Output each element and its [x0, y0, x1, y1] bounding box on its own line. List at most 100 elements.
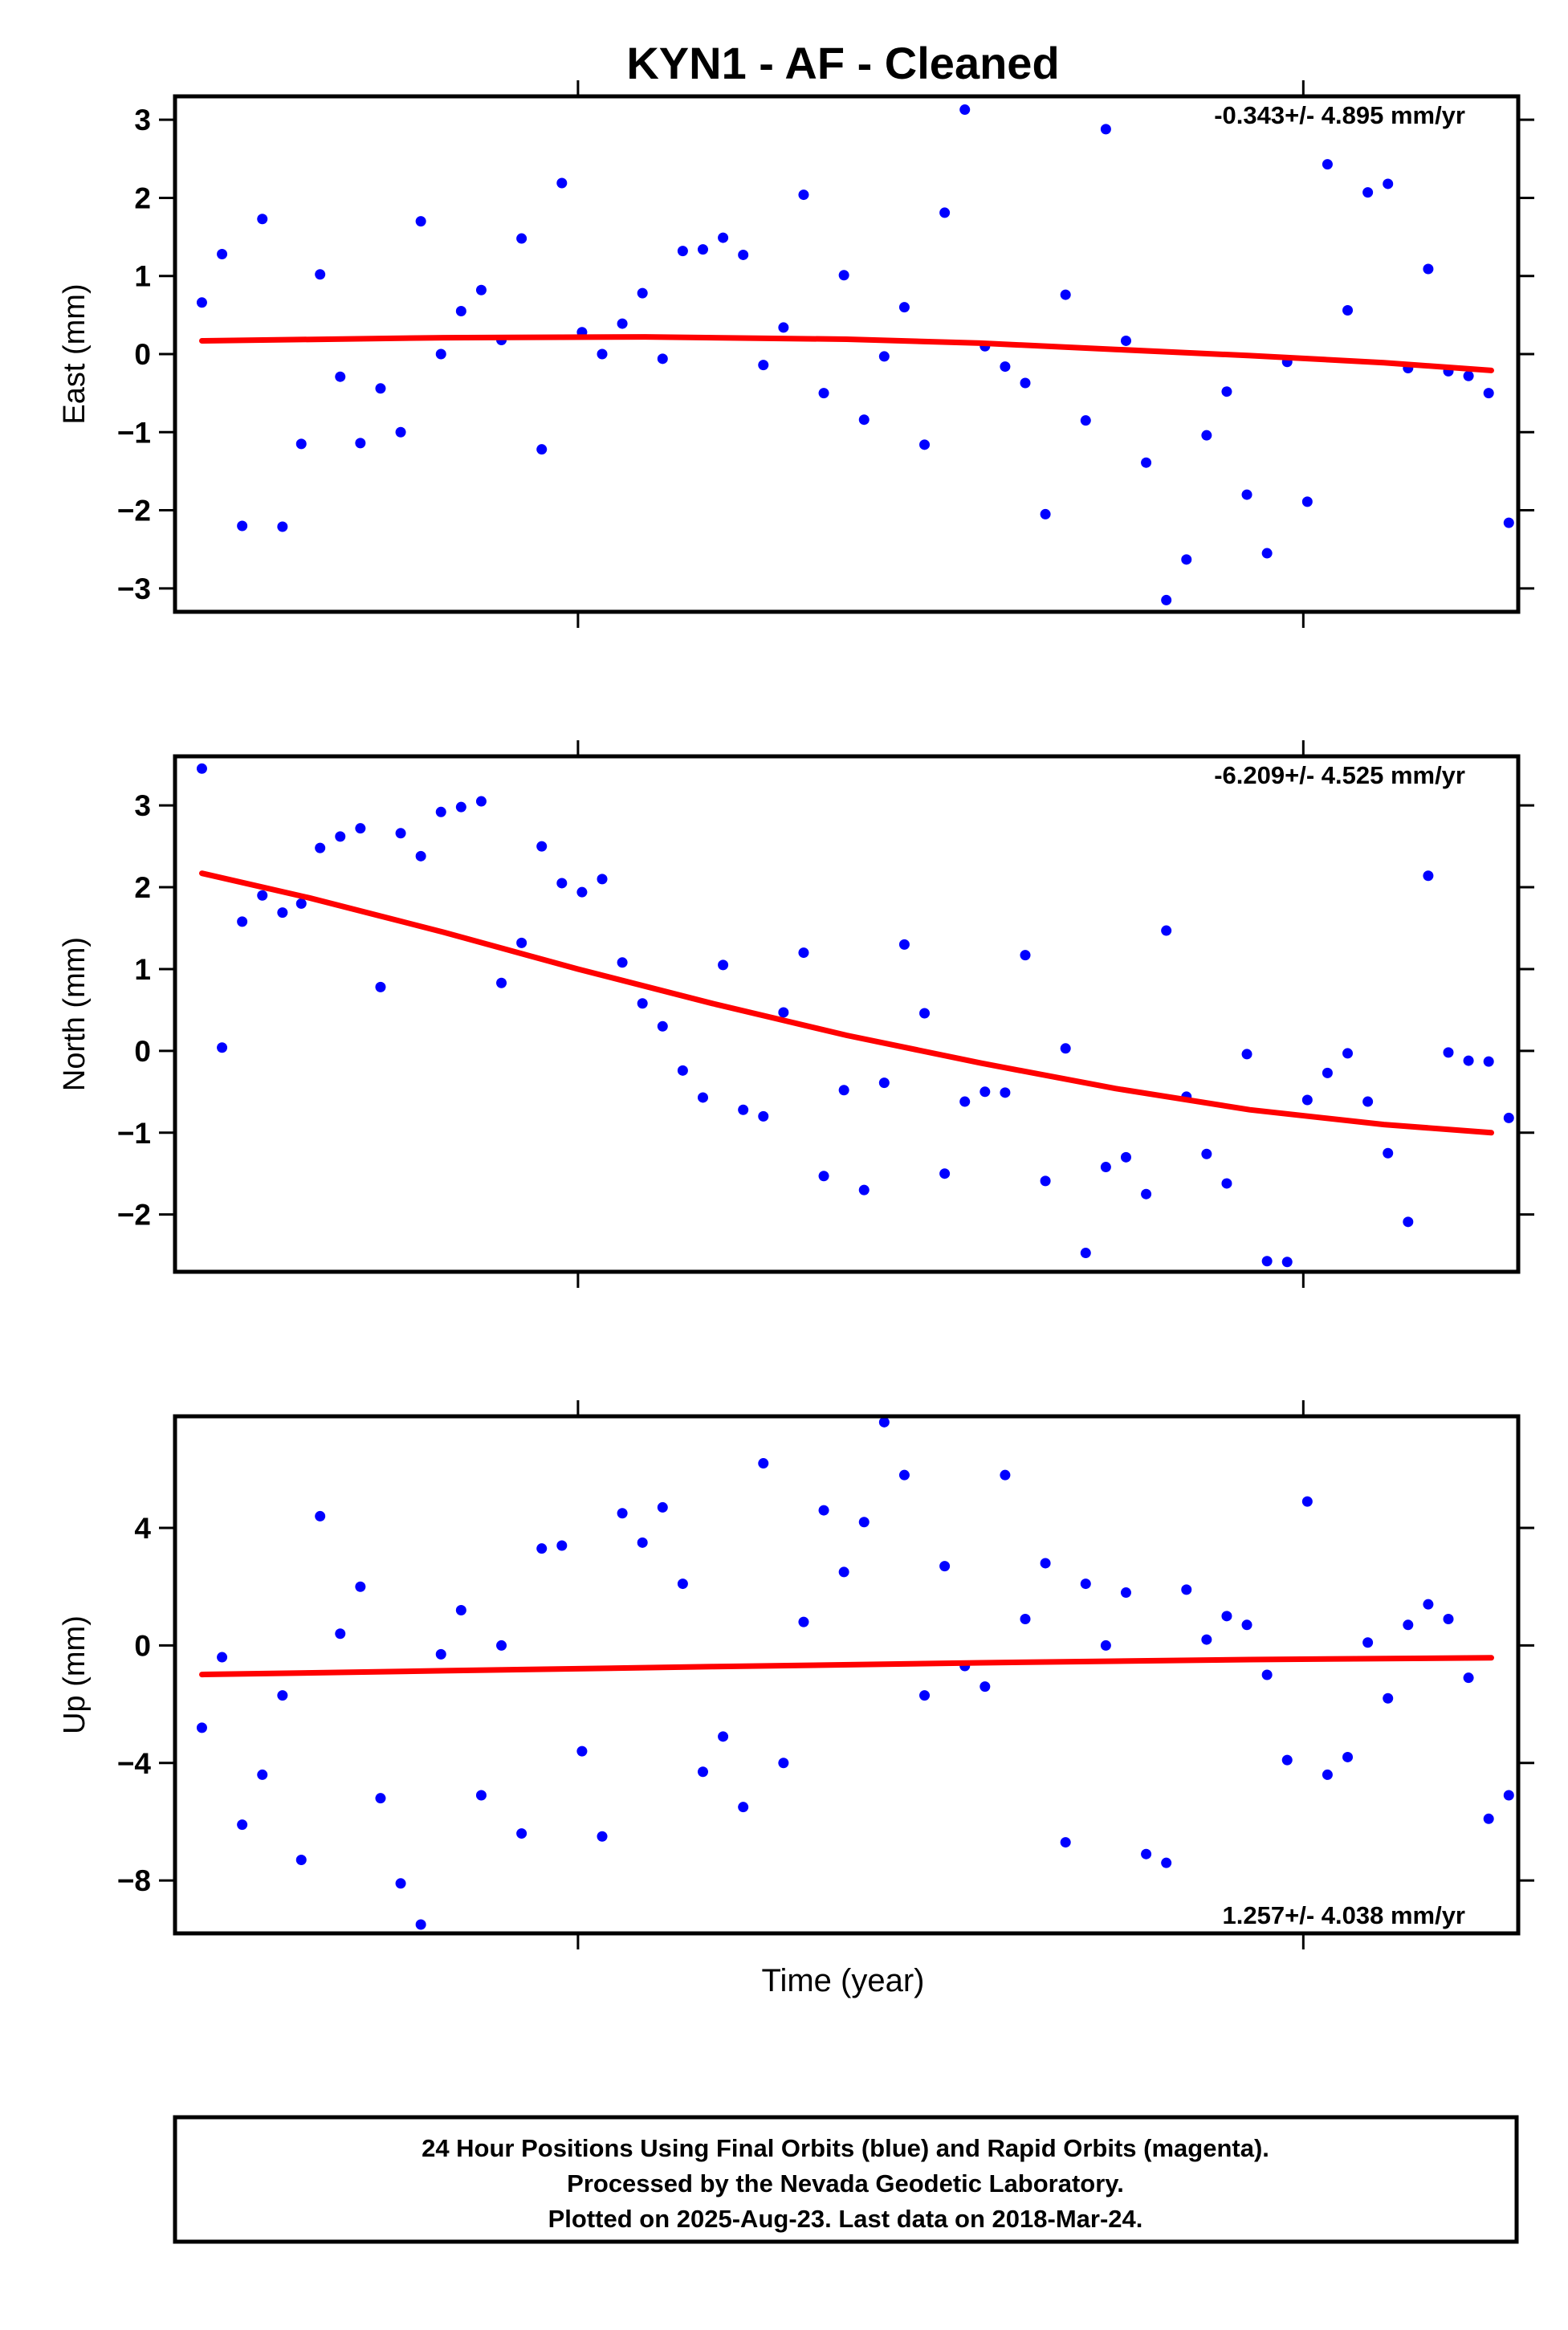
data-point [1443, 1047, 1454, 1058]
data-point [1020, 377, 1031, 389]
data-point [597, 348, 608, 360]
data-point [1423, 263, 1434, 275]
data-point [1060, 289, 1071, 300]
data-point [1040, 508, 1051, 519]
data-point [455, 306, 466, 316]
data-point [697, 1766, 708, 1778]
data-point [1020, 1613, 1031, 1624]
data-point [1040, 1558, 1051, 1569]
data-point [738, 1104, 749, 1115]
data-point [556, 177, 568, 189]
data-point [1362, 1096, 1374, 1107]
trend-line [199, 334, 1494, 373]
data-layer [196, 1416, 1514, 1930]
data-point [617, 1508, 628, 1519]
data-point [597, 1831, 608, 1842]
data-point [237, 1819, 248, 1831]
footer-line-3: Plotted on 2025-Aug-23. Last data on 201… [548, 2205, 1143, 2233]
data-point [1362, 1637, 1374, 1648]
data-point [1322, 1769, 1333, 1780]
data-point [898, 1469, 910, 1481]
data-point [1403, 1216, 1414, 1228]
data-point [1241, 489, 1252, 500]
data-point [335, 831, 346, 842]
footer-line-2: Processed by the Nevada Geodetic Laborat… [567, 2169, 1124, 2198]
data-point [1181, 1584, 1192, 1595]
y-axis-label: Up (mm) [58, 1615, 92, 1734]
data-point [475, 796, 487, 807]
data-point [415, 1919, 426, 1930]
y-tick-label: −3 [117, 572, 151, 605]
data-point [496, 1640, 507, 1651]
y-tick-label: 3 [134, 104, 151, 136]
y-tick-label: −4 [117, 1747, 152, 1780]
data-point [1020, 950, 1031, 961]
data-point [1221, 386, 1232, 397]
data-point [939, 1168, 951, 1179]
panel-east: −3 −2 −1 0 1 2 3 East (mm) -0.343+/- 4.895 mm/yr [58, 80, 1534, 628]
data-point [496, 977, 507, 988]
data-point [677, 1578, 688, 1590]
footer-box: 24 Hour Positions Using Final Orbits (bl… [173, 2115, 1519, 2244]
rate-annotation: -0.343+/- 4.895 mm/yr [1214, 101, 1465, 129]
data-point [1342, 305, 1354, 316]
data-point [858, 1517, 870, 1528]
data-point [1463, 370, 1474, 381]
data-point [1241, 1619, 1252, 1631]
data-point [415, 216, 426, 227]
data-point [1463, 1672, 1474, 1684]
data-point [979, 1086, 991, 1098]
data-point [315, 842, 326, 853]
rate-annotation: 1.257+/- 4.038 mm/yr [1223, 1901, 1465, 1929]
data-point [1141, 457, 1152, 468]
data-point [758, 1458, 769, 1469]
data-point [536, 444, 548, 455]
panel-north: −2 −1 0 1 2 3 North (mm) -6.209+/- 4.525 mm/yr [58, 740, 1534, 1288]
data-point [257, 890, 268, 901]
y-axis-label: East (mm) [58, 283, 92, 424]
data-point [818, 1171, 829, 1182]
data-point [217, 1652, 228, 1663]
data-point [1100, 1162, 1111, 1173]
data-point [1281, 1754, 1293, 1766]
data-point [1100, 124, 1111, 135]
data-point [1463, 1055, 1474, 1066]
data-point [1060, 1837, 1071, 1848]
y-tick-label: 0 [134, 1035, 151, 1068]
data-point [657, 353, 668, 365]
data-point [1080, 1248, 1091, 1259]
data-point [898, 939, 910, 950]
data-point [196, 763, 207, 774]
data-point [898, 302, 910, 313]
y-tick-label: 2 [134, 871, 151, 904]
data-point [1120, 335, 1131, 346]
data-point [435, 1648, 446, 1660]
data-point [1100, 1640, 1111, 1651]
data-point [536, 841, 548, 852]
data-point [798, 189, 809, 201]
y-tick-label: −1 [117, 1117, 151, 1150]
data-point [257, 214, 268, 225]
data-point [979, 1681, 991, 1693]
data-point [1483, 1813, 1494, 1824]
data-point [1060, 1043, 1071, 1054]
data-point [1161, 925, 1172, 936]
data-point [576, 1745, 588, 1757]
data-point [237, 520, 248, 532]
data-point [556, 878, 568, 889]
data-point [315, 1510, 326, 1521]
data-point [455, 801, 466, 813]
data-point [315, 269, 326, 280]
data-point [818, 388, 829, 399]
data-point [617, 957, 628, 968]
footer-frame [173, 2115, 1519, 2244]
data-point [758, 1110, 769, 1122]
data-point [375, 383, 386, 394]
data-point [217, 248, 228, 259]
data-point [718, 959, 729, 971]
data-point [355, 823, 366, 834]
data-point [1301, 1094, 1313, 1106]
data-point [576, 886, 588, 898]
data-point [1322, 159, 1333, 170]
data-point [516, 233, 527, 244]
